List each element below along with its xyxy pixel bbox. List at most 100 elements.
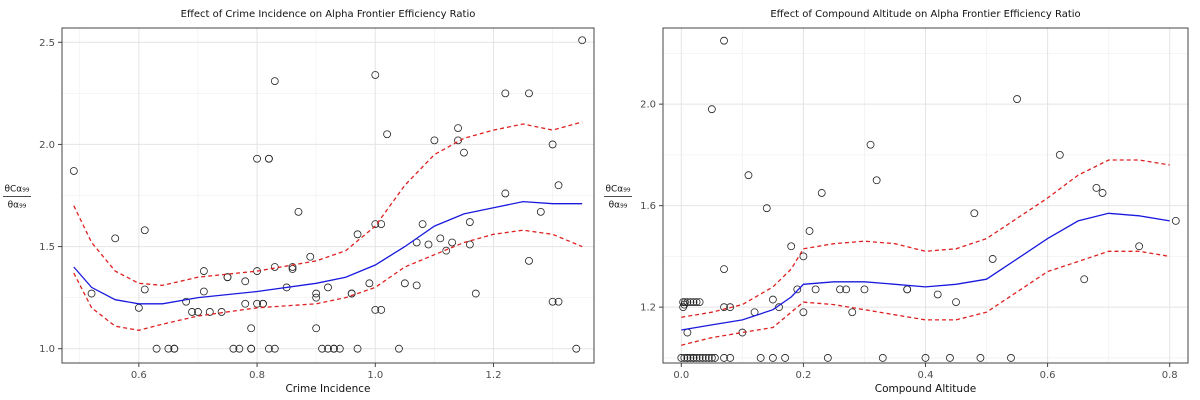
data-point <box>1007 354 1015 362</box>
data-point <box>554 297 563 306</box>
x-tick-label: 0.4 <box>918 370 934 381</box>
data-point <box>1080 275 1089 284</box>
data-point <box>836 285 844 294</box>
chart-title: Effect of Compound Altitude on Alpha Fro… <box>770 9 1080 20</box>
data-point <box>689 298 698 306</box>
data-point <box>335 344 344 353</box>
data-point <box>312 293 321 302</box>
data-point <box>436 234 445 243</box>
data-point <box>976 354 985 362</box>
data-point <box>140 226 149 235</box>
x-tick-label: 0.8 <box>1162 370 1178 381</box>
data-point <box>247 344 256 353</box>
data-point <box>465 240 474 249</box>
x-tick-label: 0.0 <box>673 370 689 381</box>
data-point <box>698 354 707 362</box>
data-point <box>710 354 719 362</box>
data-point <box>377 220 386 228</box>
data-point <box>465 218 474 226</box>
x-axis-label: Crime Incidence <box>285 383 370 395</box>
y-axis-label-numerator: θCα₉₉ <box>5 185 30 195</box>
data-point <box>680 300 689 309</box>
data-point <box>235 344 244 353</box>
data-point <box>454 124 462 132</box>
data-point <box>448 238 457 247</box>
data-point <box>1013 95 1021 103</box>
data-point <box>768 295 777 304</box>
data-point <box>677 354 686 362</box>
data-point <box>689 354 698 362</box>
data-point <box>247 324 256 333</box>
data-point <box>324 344 332 353</box>
data-point <box>787 242 796 251</box>
data-point <box>87 289 96 298</box>
data-point <box>811 285 820 294</box>
data-point <box>525 256 533 265</box>
ci-lower-line <box>73 229 583 331</box>
data-point <box>525 89 533 98</box>
x-tick-label: 0.2 <box>795 370 811 381</box>
data-point <box>946 354 954 362</box>
data-point <box>188 308 196 316</box>
data-point <box>199 287 208 296</box>
data-point <box>695 298 704 306</box>
data-point <box>768 354 777 362</box>
data-point <box>241 277 250 286</box>
data-point <box>952 298 960 306</box>
data-point <box>805 227 814 235</box>
data-point <box>199 267 208 275</box>
data-point <box>383 130 392 139</box>
data-point <box>817 189 826 197</box>
data-point <box>330 344 338 353</box>
data-point <box>692 354 701 362</box>
data-point <box>347 289 356 298</box>
x-tick-label: 0.6 <box>1040 370 1056 381</box>
data-point <box>182 297 191 306</box>
data-point <box>194 308 202 316</box>
y-tick-label: 2.0 <box>39 140 55 151</box>
data-point <box>365 279 374 288</box>
x-axis-label: Compound Altitude <box>875 383 976 395</box>
data-point <box>205 308 214 316</box>
data-point <box>324 283 332 292</box>
ci-lower-line <box>681 250 1170 346</box>
data-point <box>223 273 232 282</box>
data-point <box>1055 150 1064 159</box>
data-point <box>501 189 510 198</box>
x-tick-label: 0.6 <box>131 370 147 381</box>
data-point <box>241 299 250 308</box>
data-point <box>264 344 273 353</box>
data-point <box>312 289 321 298</box>
data-point <box>170 344 179 353</box>
data-point <box>418 220 427 228</box>
data-point <box>442 246 451 255</box>
data-point <box>377 305 386 314</box>
data-point <box>253 154 261 163</box>
data-point <box>720 265 728 273</box>
data-point <box>306 252 315 261</box>
data-point <box>217 308 226 316</box>
data-point <box>933 290 942 299</box>
data-point <box>548 140 557 149</box>
data-point <box>726 354 735 362</box>
data-point <box>371 71 380 79</box>
data-point <box>683 354 692 362</box>
data-point <box>353 230 362 239</box>
data-point <box>720 354 728 362</box>
y-tick-label: 1.2 <box>640 303 656 314</box>
data-point <box>400 279 409 288</box>
data-point <box>152 344 161 353</box>
y-axis-label-denominator: θα₉₉ <box>609 201 628 211</box>
data-point <box>111 234 120 243</box>
data-point <box>680 354 689 362</box>
data-point <box>548 297 557 306</box>
data-point <box>270 77 279 86</box>
data-point <box>164 344 173 353</box>
data-point <box>686 354 695 362</box>
data-point <box>799 308 808 317</box>
data-point <box>781 354 789 362</box>
y-tick-label: 2.0 <box>640 100 656 111</box>
data-point <box>536 207 545 216</box>
data-point <box>229 344 238 353</box>
data-point <box>430 136 439 145</box>
